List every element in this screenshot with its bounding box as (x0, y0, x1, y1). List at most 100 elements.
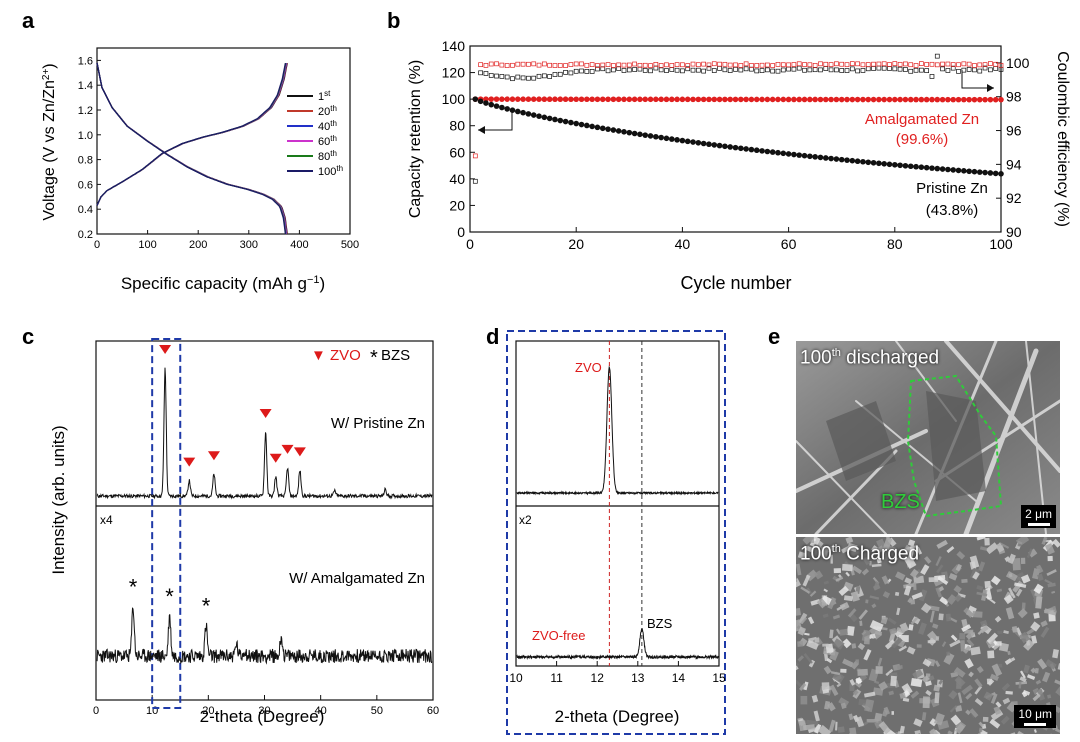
retention-pristine-point (674, 137, 680, 143)
sem-grain (829, 684, 839, 697)
sem-grain (841, 638, 852, 649)
ce-pristine-point (802, 67, 807, 73)
sem-grain (797, 655, 805, 662)
ce-amalgamated-point (796, 61, 802, 67)
sem-grain (823, 588, 829, 593)
sem-grain (926, 675, 935, 682)
ce-amalgamated-point (494, 61, 499, 67)
zvo-marker (183, 457, 196, 467)
annotation-pristine: Pristine Zn (916, 180, 988, 197)
ce-pristine-point (929, 74, 935, 79)
ce-pristine-point (547, 74, 553, 79)
sem-grain (874, 719, 884, 729)
chart-a-ytick-label: 0.8 (78, 155, 93, 167)
retention-amalgamated-point (881, 96, 887, 103)
retention-amalgamated-point (923, 96, 930, 103)
ce-amalgamated-point (871, 61, 876, 67)
sem-grain (976, 666, 984, 674)
retention-pristine-point (860, 158, 866, 165)
ce-pristine-point (791, 66, 797, 72)
sem-grain (925, 689, 932, 696)
sem-grain (887, 617, 897, 625)
chart-a-discharge-line-1 (96, 62, 288, 235)
ce-amalgamated-point (956, 62, 961, 68)
ce-amalgamated-point (685, 63, 691, 68)
trace-label-pristine: W/ Pristine Zn (331, 415, 425, 432)
sem-grain (970, 646, 981, 656)
sem-grain (935, 587, 943, 598)
ce-pristine-point (759, 68, 765, 73)
chart-b-ytick-label: 0 (457, 224, 465, 240)
ce-amalgamated-point (940, 61, 945, 67)
ce-amalgamated-point (982, 62, 988, 68)
ce-amalgamated-point (934, 62, 940, 68)
sem-grain (796, 563, 802, 576)
retention-amalgamated-point (499, 96, 505, 102)
zvo-marker (293, 447, 306, 457)
ce-amalgamated-point (515, 61, 521, 67)
ce-pristine-point (892, 66, 898, 72)
ce-pristine-point (536, 73, 542, 79)
sem-grain (986, 678, 992, 685)
sem-grain (848, 713, 854, 721)
sem-grain (954, 723, 965, 734)
sem-image-charged: 100th Charged 10 μm (796, 537, 1060, 734)
retention-pristine-point (785, 151, 792, 157)
sem-grain (916, 546, 923, 555)
sem-grain (1026, 674, 1036, 680)
retention-pristine-point (637, 131, 643, 138)
retention-pristine-point (812, 154, 818, 160)
ce-pristine-point (770, 68, 776, 74)
ce-amalgamated-point (818, 61, 823, 67)
sem-grain (872, 687, 884, 696)
retention-amalgamated-point (520, 96, 526, 102)
sem-grain (908, 624, 914, 631)
sem-grain (807, 616, 815, 625)
retention-amalgamated-point (621, 96, 627, 103)
chart-a-ylabel: Voltage (V vs Zn/Zn2+) (41, 63, 59, 220)
retention-pristine-point (849, 157, 856, 164)
sem-grain (837, 726, 845, 733)
sem-charged-texture (796, 537, 1060, 734)
ce-amalgamated-point (664, 62, 669, 68)
retention-pristine-point (966, 168, 972, 175)
sem-grain (950, 714, 962, 726)
sem-grain (949, 704, 958, 713)
chart-a-ytick-label: 1.2 (78, 105, 93, 117)
retention-pristine-point (838, 156, 845, 163)
ce-amalgamated-point (483, 63, 489, 68)
ce-pristine-point (786, 66, 791, 72)
ce-pristine-point (924, 68, 930, 73)
retention-pristine-point (727, 144, 733, 150)
retention-amalgamated-point (738, 96, 744, 103)
sem-grain (965, 630, 976, 640)
sem-grain (980, 619, 988, 628)
retention-amalgamated-point (785, 96, 792, 103)
retention-amalgamated-point (514, 96, 521, 102)
ce-amalgamated-point (865, 62, 871, 67)
sem-grain (1044, 543, 1055, 555)
sem-grain (922, 675, 930, 683)
ce-pristine-point (515, 74, 521, 80)
sem-grain (976, 584, 984, 591)
retention-amalgamated-point (642, 96, 649, 103)
legend-label-100: 100th (318, 164, 343, 179)
sem-image-discharged: 100th discharged BZS 2 μm (796, 341, 1060, 534)
retention-pristine-point (711, 142, 718, 148)
ce-pristine-point (956, 68, 961, 74)
sem-grain (994, 615, 1002, 623)
ce-amalgamated-point (887, 62, 892, 67)
ce-pristine-point (903, 67, 908, 72)
sem-grain (1043, 608, 1057, 616)
sem-grain (987, 642, 996, 649)
sem-grain (1052, 605, 1057, 613)
retention-pristine-point (833, 156, 840, 162)
retention-amalgamated-point (631, 96, 638, 103)
retention-amalgamated-point (668, 96, 675, 103)
sem-grain (974, 685, 983, 695)
retention-amalgamated-point (525, 96, 532, 102)
ce-amalgamated-point (589, 62, 595, 67)
sem-grain (932, 623, 939, 629)
ce-amalgamated-point (749, 63, 754, 68)
ce-pristine-point (573, 68, 579, 74)
